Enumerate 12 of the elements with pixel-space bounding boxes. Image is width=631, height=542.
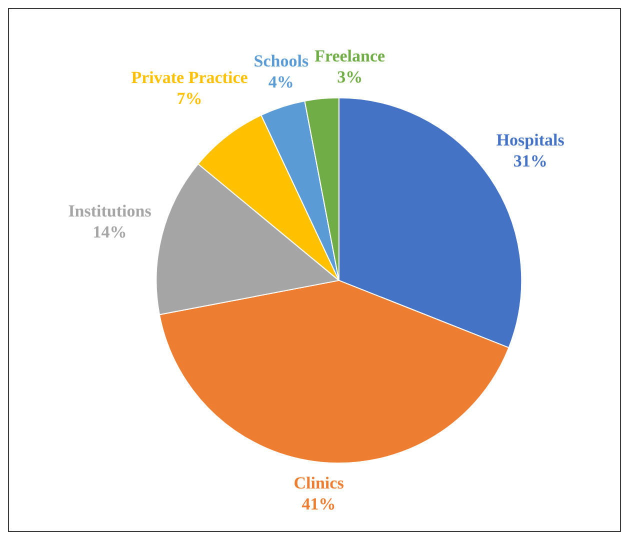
data-label: 31% — [513, 151, 548, 170]
data-label: 7% — [176, 88, 202, 108]
data-label: 14% — [92, 222, 127, 242]
slice-label: Clinics — [294, 474, 344, 493]
slice-label: Freelance — [314, 46, 386, 66]
data-label: 41% — [302, 494, 336, 514]
slice-label: Private Practice — [131, 68, 248, 87]
slice-label: Hospitals — [496, 130, 565, 150]
data-label: 4% — [268, 72, 294, 92]
slice-label: Schools — [254, 52, 309, 71]
slice-label: Institutions — [68, 202, 152, 221]
data-label: 3% — [337, 67, 363, 86]
